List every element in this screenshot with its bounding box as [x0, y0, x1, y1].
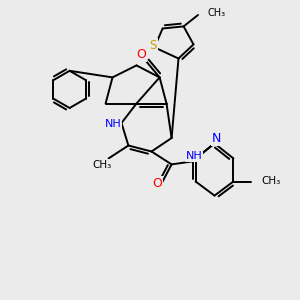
Text: NH: NH	[105, 119, 122, 130]
Text: S: S	[149, 39, 157, 52]
Text: O: O	[152, 177, 162, 190]
Text: N: N	[212, 132, 222, 146]
Text: CH₃: CH₃	[261, 176, 280, 187]
Text: O: O	[136, 47, 146, 61]
Text: NH: NH	[186, 151, 202, 161]
Text: CH₃: CH₃	[92, 160, 112, 170]
Text: CH₃: CH₃	[208, 8, 226, 18]
